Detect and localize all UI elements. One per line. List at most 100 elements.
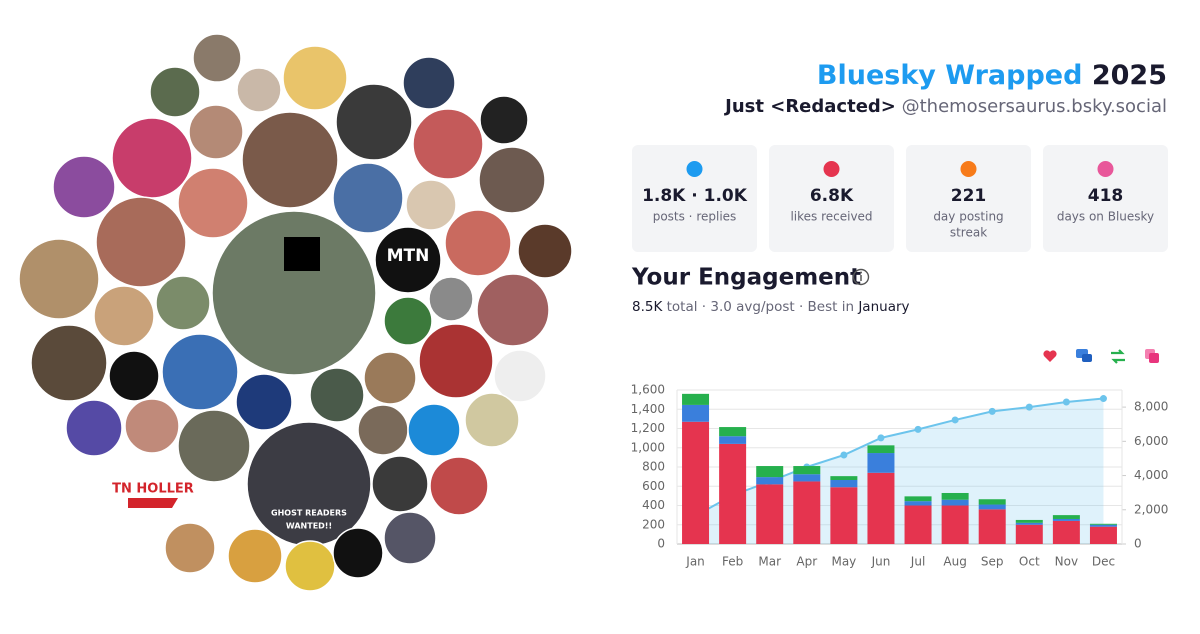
legend-replies-2 [1082, 354, 1092, 362]
x-tick-label: May [831, 555, 856, 569]
y-tick-label: 1,400 [631, 402, 665, 416]
stat-card [632, 145, 757, 252]
bar-segment [1015, 519, 1043, 523]
avatar[interactable] [405, 179, 457, 231]
collage-text: TN HOLLER [112, 482, 194, 497]
avatar[interactable] [478, 146, 546, 214]
avatar[interactable] [284, 540, 336, 592]
legend-likes[interactable] [1043, 350, 1057, 362]
avatar[interactable] [371, 455, 429, 513]
avatar[interactable] [18, 238, 100, 320]
avatar[interactable] [418, 323, 494, 399]
bar-segment [719, 427, 747, 437]
y-tick-label: 600 [642, 479, 665, 493]
avatar[interactable] [164, 522, 216, 574]
avatar[interactable] [155, 275, 211, 331]
y2-tick-label: 6,000 [1134, 434, 1168, 448]
title: Bluesky Wrapped 2025 [817, 60, 1167, 91]
x-tick-label: Aug [943, 555, 966, 569]
section-heading: Your Engagement [631, 265, 861, 291]
collage-text: MTN [387, 246, 430, 266]
stat-label: posts · replies [653, 210, 737, 224]
info-icon[interactable] [852, 268, 870, 286]
avatar[interactable] [428, 276, 474, 322]
x-tick-label: Nov [1055, 555, 1078, 569]
avatar[interactable] [188, 104, 244, 160]
cumulative-dot [1062, 398, 1070, 406]
avatar[interactable] [335, 83, 413, 161]
bar-segment [941, 492, 969, 500]
x-tick-label: Dec [1092, 555, 1115, 569]
avatar[interactable] [30, 324, 108, 402]
avatar[interactable] [95, 196, 187, 288]
x-tick-label: Jan [685, 555, 705, 569]
avatar[interactable] [161, 333, 239, 411]
avatar[interactable] [332, 527, 384, 579]
bar-segment [904, 496, 932, 502]
avatar[interactable] [241, 111, 339, 209]
stat-card [769, 145, 894, 252]
y-tick-label: 1,600 [631, 383, 665, 397]
cumulative-dot [877, 434, 885, 442]
stat-label: day posting [933, 210, 1003, 224]
avatar[interactable] [479, 95, 529, 145]
avatar[interactable] [412, 108, 484, 180]
bar-segment [978, 504, 1006, 510]
tn-logo [128, 498, 178, 508]
avatar[interactable] [402, 56, 456, 110]
bar-segment [830, 479, 858, 488]
avatar[interactable] [149, 66, 201, 118]
avatar[interactable] [444, 209, 512, 277]
summary-total: 8.5K [632, 299, 663, 315]
avatar[interactable] [227, 528, 283, 584]
avatar[interactable] [464, 392, 520, 448]
avatar[interactable] [517, 223, 573, 279]
avatar[interactable] [177, 409, 251, 483]
avatar[interactable] [374, 226, 442, 294]
bar-segment [867, 472, 895, 544]
avatar[interactable] [192, 33, 242, 83]
stat-value: 6.8K [810, 186, 854, 206]
avatar[interactable] [383, 511, 437, 565]
avatar[interactable] [52, 155, 116, 219]
avatar[interactable] [111, 117, 193, 199]
avatar[interactable] [429, 456, 489, 516]
avatar[interactable] [93, 285, 155, 347]
stat-value: 221 [951, 186, 987, 206]
legend-reposts[interactable] [1111, 349, 1125, 364]
y2-tick-label: 2,000 [1134, 502, 1168, 516]
avatar[interactable] [282, 45, 348, 111]
stat-card [906, 145, 1031, 252]
avatar[interactable] [177, 167, 249, 239]
bar-segment [978, 499, 1006, 505]
avatar[interactable] [65, 399, 123, 457]
bar-segment [1052, 518, 1080, 521]
stat-card [1043, 145, 1168, 252]
bar-segment [719, 443, 747, 544]
stat-value: 1.8K · 1.0K [642, 186, 748, 206]
avatar[interactable] [476, 273, 550, 347]
avatar[interactable] [332, 162, 404, 234]
avatar[interactable] [407, 403, 461, 457]
cumulative-dot [988, 407, 996, 415]
legend-quotes-2 [1149, 353, 1159, 363]
avatar[interactable] [363, 351, 417, 405]
avatar[interactable] [211, 210, 377, 376]
avatar[interactable] [124, 398, 180, 454]
bar-segment [1052, 515, 1080, 519]
avatar[interactable] [236, 67, 282, 113]
avatar[interactable] [383, 296, 433, 346]
avatar[interactable] [357, 404, 409, 456]
bar-segment [682, 393, 710, 405]
cumulative-dot [1099, 395, 1107, 403]
cumulative-dot [1025, 403, 1033, 411]
avatar[interactable] [235, 373, 293, 431]
stat-icon [686, 161, 703, 177]
stat-icon [823, 161, 840, 177]
avatar[interactable] [493, 349, 547, 403]
avatar[interactable] [309, 367, 365, 423]
avatar[interactable] [108, 350, 160, 402]
bar-segment [682, 404, 710, 422]
title-text: Bluesky Wrapped [817, 60, 1083, 91]
